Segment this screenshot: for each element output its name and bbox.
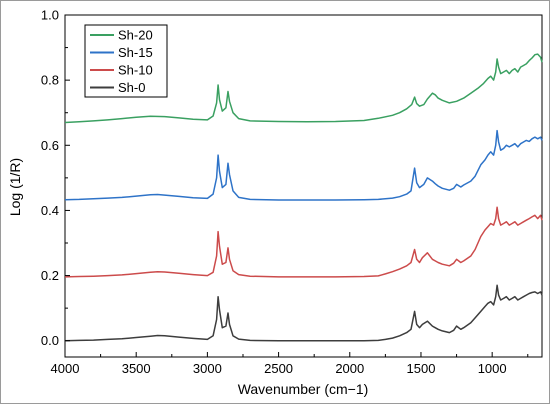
x-tick-label: 3000: [193, 361, 222, 376]
x-tick-label: 2500: [264, 361, 293, 376]
axes-layer: 4000 3500 3000 2500 2000 1500 1000 0.0 0.2 0.4 0.6…: [41, 8, 529, 376]
x-tick-label: 3500: [122, 361, 151, 376]
y-tick-label: 0.4: [41, 203, 59, 218]
y-tick-label: 0.6: [41, 138, 59, 153]
series-line-sh-15: [64, 129, 543, 201]
x-tick-label: 4000: [51, 361, 80, 376]
x-tick-label: 1000: [478, 361, 507, 376]
y-tick-label: 0.8: [41, 73, 59, 88]
y-tick-label: 0.0: [41, 333, 59, 348]
x-tick-label: 2000: [335, 361, 364, 376]
legend-label-sh-10: Sh-10: [118, 63, 153, 78]
legend-label-sh-15: Sh-15: [118, 45, 153, 60]
y-tick-label: 1.0: [41, 8, 59, 23]
legend: Sh-20 Sh-15 Sh-10 Sh-0: [84, 24, 168, 98]
legend-box: [84, 24, 168, 98]
legend-label-sh-20: Sh-20: [118, 28, 153, 43]
series-line-sh-0: [64, 284, 543, 342]
series-line-sh-20: [64, 53, 543, 124]
x-tick-label: 1500: [407, 361, 436, 376]
x-axis-title: Wavenumber (cm−1): [238, 381, 369, 397]
series-layer: [64, 53, 543, 342]
legend-label-sh-0: Sh-0: [118, 80, 145, 95]
y-tick-label: 0.2: [41, 268, 59, 283]
y-axis-title: Log (1/R): [7, 158, 23, 216]
series-line-sh-10: [64, 206, 543, 278]
